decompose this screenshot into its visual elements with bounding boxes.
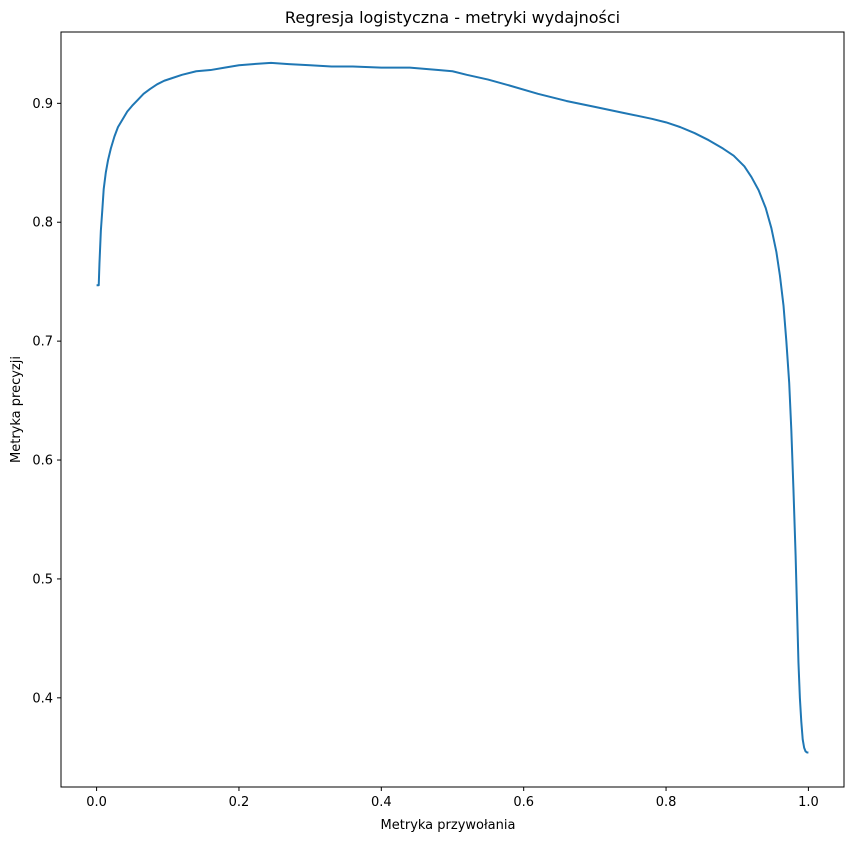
y-tick-label: 0.8 <box>32 216 53 231</box>
series-line-0 <box>96 61 809 754</box>
x-axis: 0.0 0.2 0.4 0.6 0.8 1.0 <box>86 787 819 810</box>
y-axis-label: Metryka precyzji <box>9 356 24 463</box>
plot-area <box>60 31 845 788</box>
x-tick-label: 0.0 <box>86 795 107 810</box>
y-tick-label: 0.4 <box>32 691 53 706</box>
x-tick-label: 0.8 <box>656 795 677 810</box>
chart-title: Regresja logistyczna - metryki wydajnośc… <box>285 8 620 27</box>
y-tick-label: 0.9 <box>32 97 53 112</box>
x-tick-label: 1.0 <box>798 795 819 810</box>
x-tick-label: 0.4 <box>371 795 392 810</box>
y-tick-label: 0.6 <box>32 454 53 469</box>
y-axis: 0.4 0.5 0.6 0.7 0.8 0.9 <box>32 97 61 706</box>
plot-background <box>61 32 844 787</box>
plot-frame <box>60 31 845 788</box>
y-tick-label: 0.5 <box>32 572 53 587</box>
y-tick-label: 0.7 <box>32 335 53 350</box>
x-tick-label: 0.2 <box>229 795 250 810</box>
x-tick-label: 0.6 <box>513 795 534 810</box>
x-axis-label: Metryka przywołania <box>381 818 516 833</box>
line-layer <box>96 61 809 754</box>
